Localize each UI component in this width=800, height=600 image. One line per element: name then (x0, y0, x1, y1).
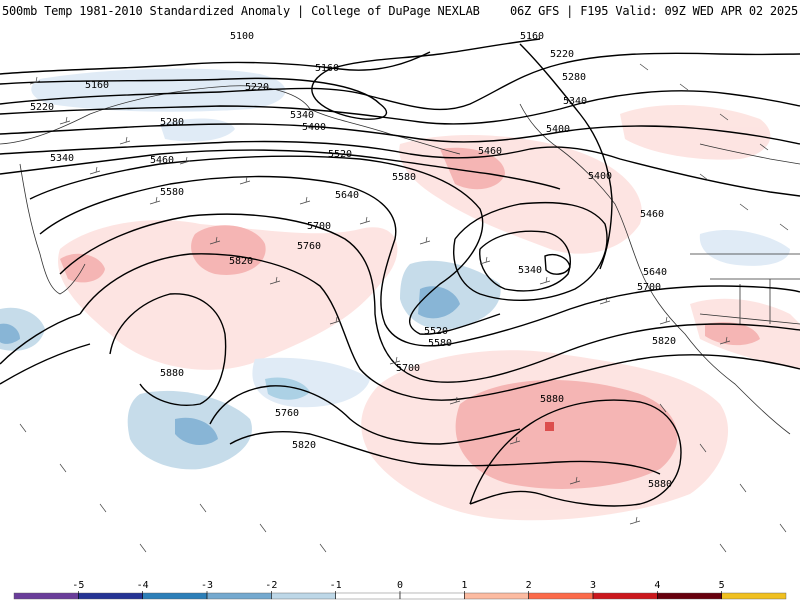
contour-label: 5280 (160, 117, 184, 128)
wind-barbs (19, 63, 789, 553)
colorbar-tick-label: 2 (526, 580, 532, 591)
colorbar-tick-label: -1 (330, 580, 342, 591)
colorbar-segment (13, 592, 79, 600)
colorbar-tick-label: 3 (590, 580, 596, 591)
colorbar-ticks: -5 -4 -3 -2 -1 0 1 2 3 4 5 (72, 580, 725, 599)
contour-label: 5640 (643, 267, 667, 278)
colorbar-segment (721, 592, 787, 600)
colorbar-segment (142, 592, 208, 600)
colorbar-tick-label: 0 (397, 580, 403, 591)
colorbar-segment (464, 592, 529, 600)
contour-label: 5340 (50, 153, 74, 164)
contour-label: 5760 (275, 408, 299, 419)
contour-label: 5160 (520, 31, 544, 42)
contour-label: 5820 (652, 336, 676, 347)
height-contours (0, 38, 800, 507)
contour-label: 5400 (588, 171, 612, 182)
contour-label: 5460 (640, 209, 664, 220)
contour-label: 5340 (290, 110, 314, 121)
contour-label: 5220 (30, 102, 54, 113)
colorbar-tick-label: -3 (201, 580, 213, 591)
contour-label: 5340 (563, 96, 587, 107)
valid-time: 06Z GFS | F195 Valid: 09Z WED APR 02 202… (509, 4, 798, 18)
colorbar-segment (528, 592, 594, 600)
colorbar-segment (78, 592, 143, 600)
colorbar: -5 -4 -3 -2 -1 0 1 2 3 4 5 (0, 576, 800, 600)
contour-label: 5760 (297, 241, 321, 252)
colorbar-segment (399, 592, 465, 600)
colorbar-segment (206, 592, 272, 600)
colorbar-segment (335, 592, 401, 600)
contour-label: 5580 (428, 338, 452, 349)
contour-label: 5160 (85, 80, 109, 91)
contour-label: 5880 (160, 368, 184, 379)
max-anomaly-cell (545, 422, 554, 431)
map-title: 500mb Temp 1981-2010 Standardized Anomal… (2, 4, 480, 18)
contour-label: 5280 (562, 72, 586, 83)
contour-label: 5640 (335, 190, 359, 201)
colorbar-segment (657, 592, 722, 600)
colorbar-tick-label: -4 (137, 580, 149, 591)
contour-label: 5520 (424, 326, 448, 337)
contour-label: 5460 (150, 155, 174, 166)
contour-label: 5340 (518, 265, 542, 276)
contour-label: 5580 (160, 187, 184, 198)
contour-label: 5580 (392, 172, 416, 183)
contour-label: 5880 (540, 394, 564, 405)
colorbar-tick-label: -5 (72, 580, 84, 591)
contour-label: 5460 (478, 146, 502, 157)
colorbar-tick-label: -2 (265, 580, 277, 591)
contour-label: 5100 (230, 31, 254, 42)
map-header: 500mb Temp 1981-2010 Standardized Anomal… (0, 0, 800, 24)
contour-label: 5400 (546, 124, 570, 135)
contour-label: 5820 (229, 256, 253, 267)
contour-label: 5700 (637, 282, 661, 293)
contour-label: 5700 (396, 363, 420, 374)
anomaly-shading (0, 68, 800, 521)
contour-label: 5220 (550, 49, 574, 60)
contour-label: 5820 (292, 440, 316, 451)
weather-map: 5100 5160 5160 5160 5220 5220 5220 5280 … (0, 24, 800, 576)
colorbar-tick-label: 4 (654, 580, 660, 591)
contour-label: 5220 (245, 82, 269, 93)
colorbar-segment (592, 592, 658, 600)
contour-label: 5520 (328, 149, 352, 160)
contour-label: 5700 (307, 221, 331, 232)
colorbar-segment (271, 592, 336, 600)
contour-labels: 5100 5160 5160 5160 5220 5220 5220 5280 … (30, 31, 676, 490)
contour-label: 5880 (648, 479, 672, 490)
colorbar-tick-label: 5 (719, 580, 725, 591)
contour-label: 5160 (315, 63, 339, 74)
contour-label: 5400 (302, 122, 326, 133)
colorbar-tick-label: 1 (461, 580, 467, 591)
